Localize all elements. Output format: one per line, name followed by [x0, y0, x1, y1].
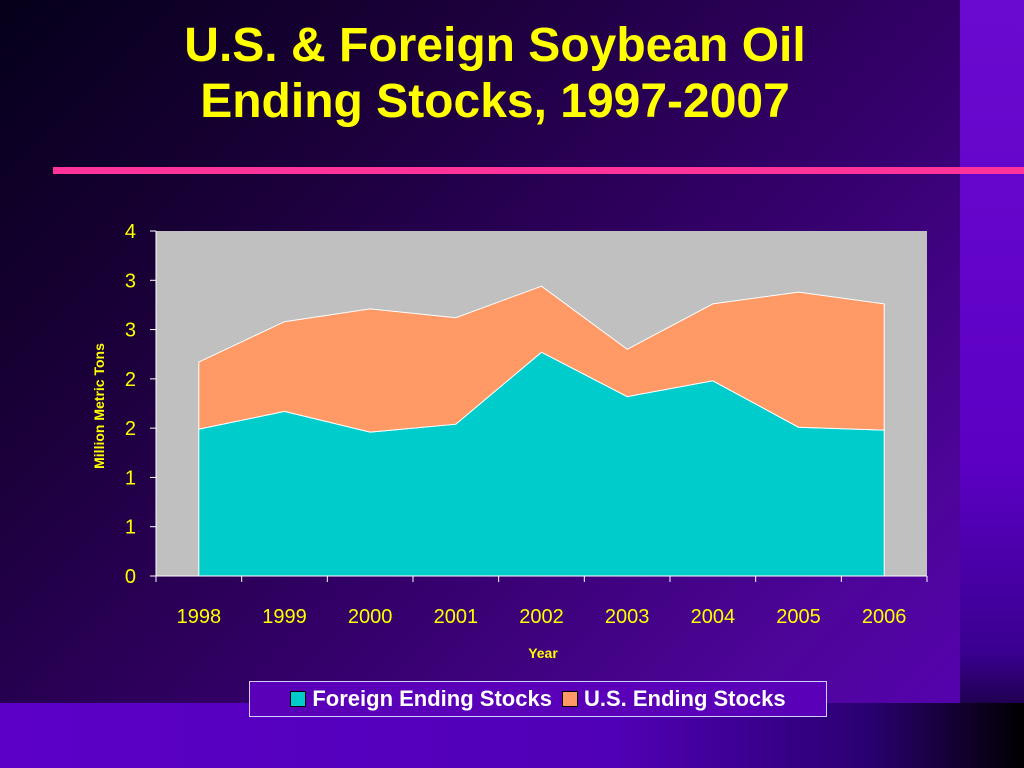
- area-series-us: [198, 285, 885, 433]
- x-axis-title: Year: [528, 645, 558, 661]
- y-tick-label: 3: [125, 320, 136, 342]
- legend-item-us: U.S. Ending Stocks: [561, 686, 786, 712]
- y-axis-ticks: 0 1 1 2 2 3 3 4: [125, 221, 156, 588]
- legend-label-us: U.S. Ending Stocks: [583, 686, 786, 711]
- x-axis-ticks: 1998 1999 2000 2001 2002 2003 2004 2005 2006: [155, 576, 928, 628]
- legend-swatch-foreign: [290, 691, 307, 707]
- x-tick-label: 2003: [605, 606, 650, 628]
- x-tick-label: 1999: [262, 606, 307, 628]
- y-tick-label: 4: [125, 221, 136, 243]
- chart-areas: [198, 285, 885, 577]
- slide-title-line-2: Ending Stocks, 1997-2007: [200, 75, 790, 128]
- legend-label-foreign: Foreign Ending Stocks: [312, 686, 552, 711]
- title-underline-rule: [53, 167, 1024, 174]
- x-tick-label: 2005: [776, 606, 821, 628]
- legend-swatch-us: [561, 691, 578, 707]
- x-tick-label: 2004: [691, 606, 736, 628]
- x-tick-label: 2001: [434, 606, 479, 628]
- right-accent-band: [960, 0, 1024, 768]
- chart-axes: [155, 231, 927, 577]
- x-tick-label: 2002: [519, 606, 564, 628]
- y-tick-label: 1: [125, 517, 136, 539]
- y-axis-title: Million Metric Tons: [91, 343, 107, 469]
- x-tick-label: 2006: [862, 606, 907, 628]
- legend-item-foreign: Foreign Ending Stocks: [290, 686, 552, 712]
- y-tick-label: 3: [125, 270, 136, 292]
- x-tick-label: 1998: [177, 606, 222, 628]
- y-tick-label: 2: [125, 418, 136, 440]
- slide-title-line-1: U.S. & Foreign Soybean Oil: [184, 19, 806, 72]
- y-tick-label: 1: [125, 467, 136, 489]
- chart-legend: Foreign Ending Stocks U.S. Ending Stocks: [249, 681, 827, 717]
- x-tick-label: 2000: [348, 606, 393, 628]
- y-tick-label: 2: [125, 369, 136, 391]
- y-tick-label: 0: [125, 566, 136, 588]
- slide-title: U.S. & Foreign Soybean Oil Ending Stocks…: [60, 18, 930, 130]
